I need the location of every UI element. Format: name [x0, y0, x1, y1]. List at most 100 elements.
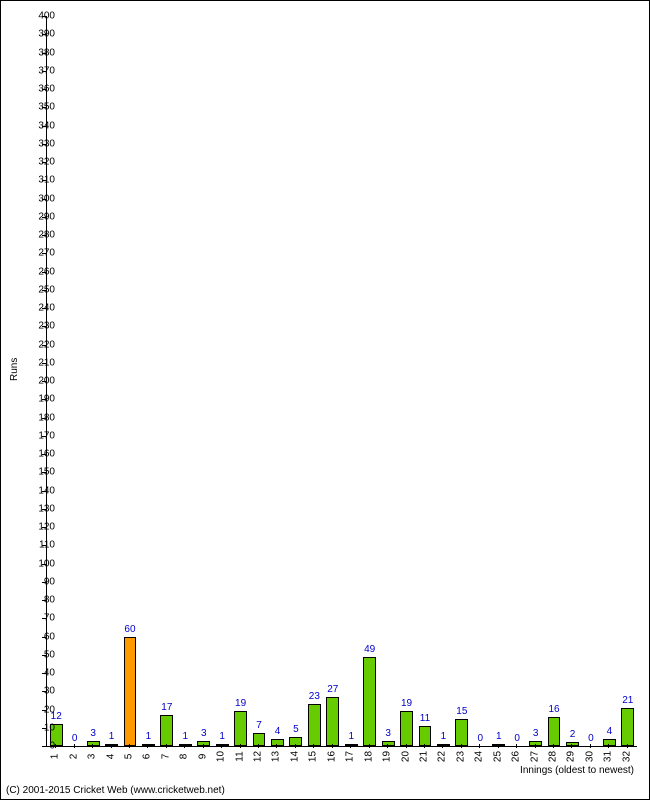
bar-value-label: 7 — [256, 720, 262, 731]
x-tick-mark — [240, 744, 241, 748]
y-tick-mark — [42, 89, 46, 90]
bar-value-label: 0 — [514, 733, 520, 744]
y-tick-label: 360 — [38, 84, 55, 95]
bar-value-label: 19 — [235, 698, 246, 709]
y-tick-label: 380 — [38, 47, 55, 58]
x-tick-mark — [590, 744, 591, 748]
y-tick-mark — [42, 272, 46, 273]
x-tick-mark — [387, 744, 388, 748]
y-tick-label: 300 — [38, 193, 55, 204]
x-tick-mark — [74, 744, 75, 748]
y-tick-label: 150 — [38, 467, 55, 478]
y-tick-label: 220 — [38, 339, 55, 350]
bar — [105, 744, 118, 746]
y-tick-mark — [42, 564, 46, 565]
y-tick-mark — [42, 34, 46, 35]
bar — [326, 697, 339, 746]
x-tick-label: 21 — [418, 751, 429, 762]
y-tick-label: 320 — [38, 157, 55, 168]
bar — [289, 737, 302, 746]
y-axis-label: Runs — [9, 358, 20, 381]
x-tick-mark — [258, 744, 259, 748]
y-tick-mark — [42, 436, 46, 437]
y-tick-mark — [42, 509, 46, 510]
bar-value-label: 60 — [124, 624, 135, 635]
x-tick-mark — [608, 744, 609, 748]
y-tick-label: 210 — [38, 357, 55, 368]
y-tick-mark — [42, 363, 46, 364]
x-tick-mark — [184, 744, 185, 748]
x-tick-mark — [203, 744, 204, 748]
y-tick-label: 260 — [38, 266, 55, 277]
bar-value-label: 23 — [309, 691, 320, 702]
y-tick-label: 170 — [38, 430, 55, 441]
x-tick-label: 15 — [308, 751, 319, 762]
y-tick-label: 330 — [38, 138, 55, 149]
x-tick-mark — [55, 744, 56, 748]
y-tick-mark — [42, 217, 46, 218]
bar-value-label: 1 — [441, 731, 447, 742]
y-tick-mark — [42, 180, 46, 181]
y-tick-label: 120 — [38, 522, 55, 533]
copyright-text: (C) 2001-2015 Cricket Web (www.cricketwe… — [6, 785, 225, 796]
y-tick-mark — [42, 345, 46, 346]
y-tick-label: 400 — [38, 11, 55, 22]
bar-value-label: 4 — [275, 726, 281, 737]
y-tick-mark — [42, 107, 46, 108]
x-tick-label: 12 — [253, 751, 264, 762]
x-tick-label: 32 — [621, 751, 632, 762]
x-tick-label: 19 — [382, 751, 393, 762]
y-tick-mark — [42, 53, 46, 54]
bar-value-label: 0 — [72, 733, 78, 744]
x-tick-label: 14 — [289, 751, 300, 762]
y-tick-label: 130 — [38, 503, 55, 514]
x-tick-label: 7 — [160, 754, 171, 760]
x-tick-mark — [479, 744, 480, 748]
bar-value-label: 1 — [146, 731, 152, 742]
y-tick-mark — [42, 126, 46, 127]
x-tick-mark — [221, 744, 222, 748]
y-tick-mark — [42, 691, 46, 692]
y-tick-label: 230 — [38, 321, 55, 332]
bar — [124, 637, 137, 747]
y-tick-mark — [42, 381, 46, 382]
y-tick-label: 390 — [38, 29, 55, 40]
y-tick-label: 270 — [38, 248, 55, 259]
x-tick-mark — [111, 744, 112, 748]
x-tick-mark — [516, 744, 517, 748]
x-tick-mark — [129, 744, 130, 748]
chart-container: 1203160117131197452327149319111150103162… — [0, 0, 650, 800]
y-tick-mark — [42, 199, 46, 200]
y-tick-mark — [42, 235, 46, 236]
bar — [566, 742, 579, 746]
y-tick-mark — [42, 326, 46, 327]
x-tick-label: 2 — [68, 754, 79, 760]
x-axis-label: Innings (oldest to newest) — [520, 765, 634, 776]
bar — [455, 719, 468, 746]
y-tick-mark — [42, 673, 46, 674]
bar — [87, 741, 100, 746]
bar-value-label: 4 — [607, 726, 613, 737]
x-tick-label: 9 — [197, 754, 208, 760]
x-tick-label: 20 — [400, 751, 411, 762]
y-tick-label: 200 — [38, 376, 55, 387]
x-tick-mark — [147, 744, 148, 748]
x-tick-mark — [571, 744, 572, 748]
bar-value-label: 16 — [548, 704, 559, 715]
bar — [492, 744, 505, 746]
y-tick-label: 100 — [38, 558, 55, 569]
bar — [271, 739, 284, 746]
x-tick-mark — [350, 744, 351, 748]
bar-value-label: 0 — [588, 733, 594, 744]
bar — [400, 711, 413, 746]
y-tick-label: 240 — [38, 303, 55, 314]
x-tick-label: 16 — [326, 751, 337, 762]
bar — [437, 744, 450, 746]
x-tick-label: 22 — [437, 751, 448, 762]
x-tick-label: 30 — [584, 751, 595, 762]
x-tick-label: 4 — [105, 754, 116, 760]
y-tick-label: 310 — [38, 175, 55, 186]
y-tick-mark — [42, 162, 46, 163]
plot-area: 1203160117131197452327149319111150103162… — [46, 16, 637, 747]
y-tick-mark — [42, 418, 46, 419]
